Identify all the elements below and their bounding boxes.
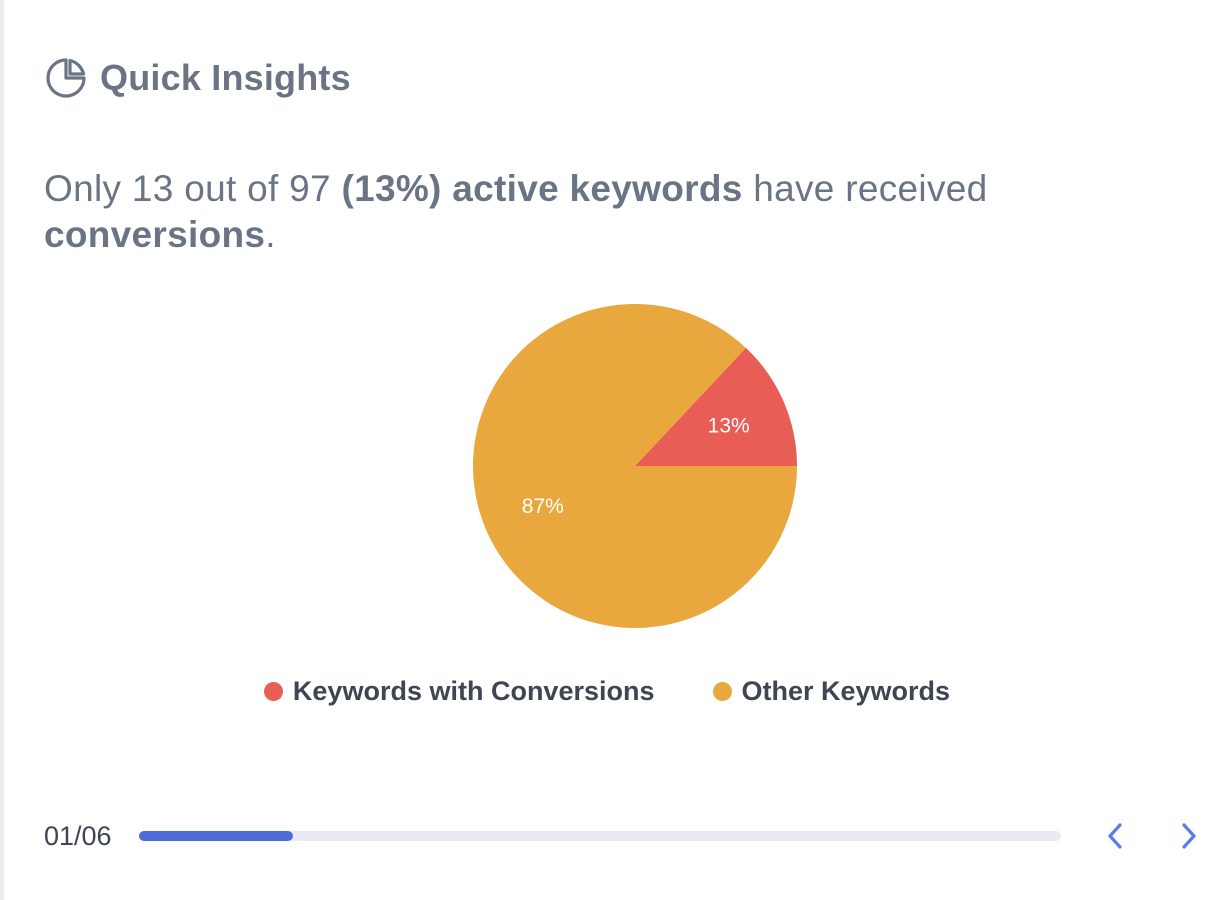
- next-button[interactable]: [1177, 820, 1201, 852]
- insight-suffix: .: [265, 214, 276, 255]
- insight-middle: have received: [742, 168, 988, 209]
- pager-nav: [1103, 820, 1201, 852]
- pie-chart-svg: 13% 87%: [473, 304, 797, 628]
- progress-fill: [139, 831, 293, 841]
- insight-prefix: Only 13 out of 97: [44, 168, 342, 209]
- pie-chart-icon: [44, 56, 88, 100]
- insight-highlight-percent: (13%) active keywords: [341, 168, 743, 209]
- chevron-left-icon: [1108, 823, 1122, 849]
- left-border: [0, 0, 4, 900]
- pager-footer: 01/06: [44, 816, 1204, 856]
- pie-slice-other[interactable]: [473, 304, 797, 628]
- previous-button[interactable]: [1103, 820, 1127, 852]
- pie-slice-conversions[interactable]: [635, 347, 797, 466]
- legend-item-conversions[interactable]: Keywords with Conversions: [263, 676, 655, 707]
- chevron-right-icon: [1182, 823, 1196, 849]
- pie-label-other: 87%: [522, 495, 564, 518]
- progress-track: [139, 831, 1061, 841]
- panel-title: Quick Insights: [100, 57, 351, 98]
- legend-dot-other: [712, 682, 732, 701]
- pie-label-conversions: 13%: [708, 414, 750, 437]
- legend-dot-conversions: [263, 682, 283, 701]
- legend-label-other: Other Keywords: [741, 676, 951, 706]
- insight-highlight-conversions: conversions: [44, 214, 266, 255]
- insight-text: Only 13 out of 97 (13%) active keywords …: [44, 166, 1144, 258]
- page-counter: 01/06: [44, 820, 112, 851]
- pie-chart: 13% 87%: [460, 293, 810, 643]
- legend-item-other[interactable]: Other Keywords: [712, 676, 951, 707]
- chart-legend: Keywords with Conversions Other Keywords: [0, 676, 1214, 707]
- panel-header: Quick Insights: [44, 56, 351, 100]
- legend-label-conversions: Keywords with Conversions: [292, 676, 655, 706]
